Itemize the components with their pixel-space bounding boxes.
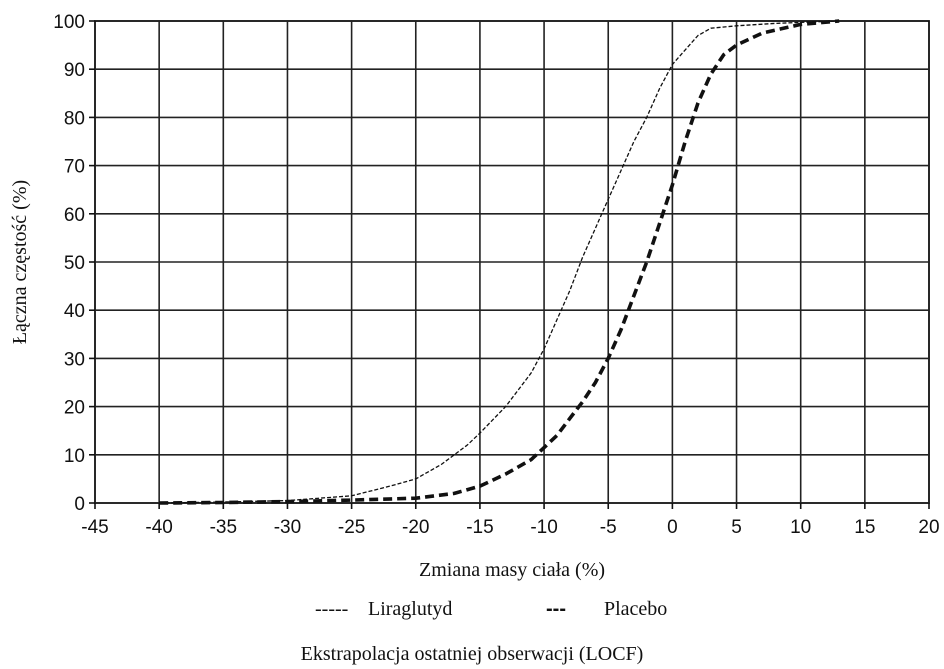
x-tick-label: 5 [731, 517, 742, 538]
y-tick-label: 50 [64, 253, 85, 274]
y-axis-title: Łączna częstość (%) [9, 180, 31, 344]
x-tick-label: -25 [338, 517, 365, 538]
x-tick-label: -35 [210, 517, 237, 538]
y-tick-label: 20 [64, 398, 85, 419]
x-tick-label: -30 [274, 517, 301, 538]
x-tick-label: -20 [402, 517, 429, 538]
y-tick-label: 90 [64, 60, 85, 81]
x-tick-label: 15 [854, 517, 875, 538]
y-tick-label: 0 [74, 494, 85, 515]
y-tick-label: 80 [64, 108, 85, 129]
footnote: Ekstrapolacja ostatniej obserwacji (LOCF… [301, 643, 644, 665]
series-line-placebo [159, 19, 840, 505]
x-tick-label: -5 [600, 517, 617, 538]
x-tick-label: 0 [667, 517, 678, 538]
x-tick-label: 20 [918, 517, 939, 538]
series-line-liraglutyd [159, 20, 840, 504]
y-tick-label: 10 [64, 446, 85, 467]
x-tick-label: -45 [81, 517, 108, 538]
y-tick-label: 60 [64, 205, 85, 226]
legend-label-liraglutyd: Liraglutyd [368, 598, 452, 620]
legend: ----- Liraglutyd --- Placebo [315, 598, 667, 620]
legend-sample-placebo: --- [546, 598, 566, 620]
x-axis-title: Zmiana masy ciała (%) [419, 559, 605, 581]
y-tick-label: 40 [64, 301, 85, 322]
series-layer [159, 19, 840, 505]
y-axis-ticks: 0 10 20 30 40 50 60 70 80 90 100 [53, 12, 95, 515]
x-axis-ticks: -45 -40 -35 -30 -25 -20 -15 -10 -5 0 5 10 15 20 [81, 503, 940, 538]
y-tick-label: 30 [64, 349, 85, 370]
x-tick-label: 10 [790, 517, 811, 538]
x-tick-label: -15 [466, 517, 493, 538]
y-tick-label: 100 [53, 12, 85, 33]
legend-label-placebo: Placebo [604, 598, 667, 620]
y-tick-label: 70 [64, 157, 85, 178]
x-tick-label: -40 [145, 517, 172, 538]
x-tick-label: -10 [530, 517, 557, 538]
grid-lines [95, 21, 929, 504]
legend-sample-liraglutyd: ----- [315, 598, 348, 620]
